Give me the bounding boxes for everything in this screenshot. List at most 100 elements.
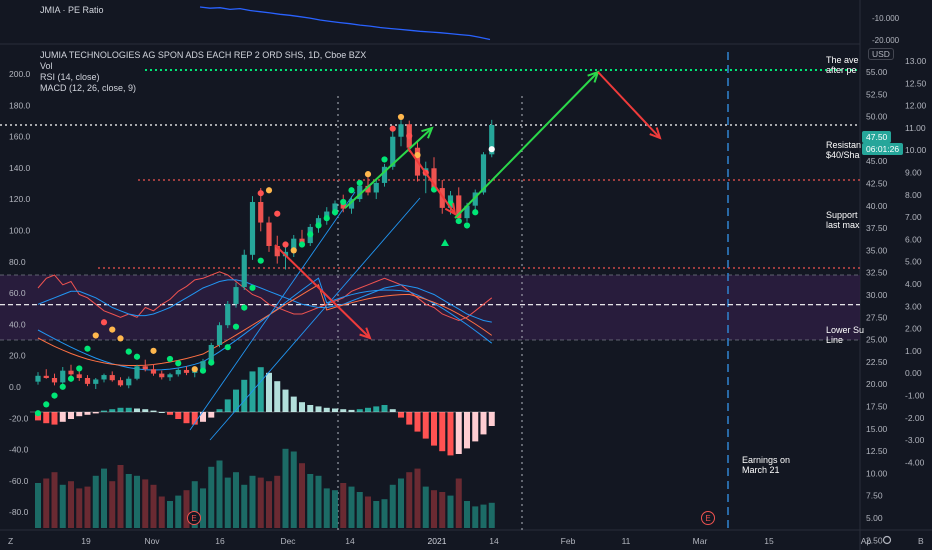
macd-histogram-bar	[274, 381, 281, 412]
right-axis-tick: 5.00	[905, 257, 922, 267]
left-axis-tick: 20.0	[9, 351, 26, 361]
macd-histogram-bar	[356, 409, 363, 412]
candle	[101, 373, 107, 383]
chart-title: JUMIA TECHNOLOGIES AG SPON ADS EACH REP …	[40, 50, 367, 60]
macd-histogram-bar	[59, 412, 66, 422]
candle-body	[390, 136, 396, 167]
right-axis-tick: 6.00	[905, 234, 922, 244]
candle	[472, 189, 478, 211]
macd-histogram-bar	[117, 407, 124, 412]
signal-dot	[133, 353, 141, 360]
price-axis-tick: 32.50	[866, 268, 888, 278]
right-axis-tick: 4.00	[905, 279, 922, 289]
macd-histogram-bar	[76, 412, 83, 417]
volume-bar	[332, 490, 338, 528]
right-axis-tick: 2.00	[905, 324, 922, 334]
price-axis-tick: 35.00	[866, 245, 888, 255]
price-axis-tick: 5.00	[866, 513, 883, 523]
candle-body	[472, 192, 478, 206]
volume-bar	[356, 492, 363, 528]
volume-bar	[464, 501, 470, 528]
candle	[43, 369, 49, 379]
candle	[109, 371, 115, 382]
candle-body	[249, 202, 256, 255]
price-axis-tick: 7.50	[866, 491, 883, 501]
macd-histogram-bar	[315, 406, 322, 412]
signal-dot	[298, 241, 306, 248]
macd-histogram-bar	[158, 412, 165, 413]
arrow-up-1	[344, 127, 433, 209]
volume-bar	[373, 501, 380, 528]
price-axis-tick: 10.00	[866, 468, 888, 478]
left-axis-tick: -40.0	[9, 445, 29, 455]
volume-bar	[167, 501, 173, 528]
macd-histogram-bar	[307, 405, 314, 412]
left-axis-tick: 140.0	[9, 163, 31, 173]
volume-bar	[150, 484, 157, 528]
volume-bar	[398, 478, 404, 528]
earnings-marker	[701, 511, 715, 525]
right-axis-tick: 8.00	[905, 190, 922, 200]
right-axis-tick: 13.00	[905, 56, 927, 66]
right-axis-tick: 0.00	[905, 368, 922, 378]
candle	[159, 370, 165, 380]
signal-dot	[389, 125, 396, 132]
pe-ratio-line	[199, 6, 491, 41]
candle-body	[348, 199, 355, 209]
signal-dot	[166, 355, 174, 363]
time-axis-tick: 19	[81, 536, 91, 546]
macd-histogram-bar	[257, 367, 264, 412]
volume-bar	[200, 488, 206, 528]
left-axis-tick: 160.0	[9, 132, 31, 142]
candle-body	[324, 211, 330, 219]
left-axis-tick: -60.0	[9, 476, 29, 486]
macd-histogram-bar	[431, 412, 437, 446]
signal-dot	[290, 247, 297, 254]
signal-dot	[175, 360, 182, 367]
indicator-vol[interactable]: Vol	[40, 61, 53, 71]
signal-dot	[323, 215, 330, 222]
volume-bar	[389, 484, 396, 528]
currency-badge[interactable]: USD	[868, 48, 894, 60]
time-axis-tick: 15	[764, 536, 774, 546]
candle-body	[258, 202, 264, 223]
left-axis-tick: 80.0	[9, 257, 26, 267]
macd-histogram-bar	[472, 412, 479, 442]
signal-dot	[397, 113, 405, 121]
signal-dot	[356, 179, 363, 187]
channel-lower	[209, 197, 421, 441]
earnings-marker-label: E	[191, 514, 196, 523]
macd-histogram-bar	[241, 379, 248, 412]
signal-dot	[43, 401, 50, 408]
candle	[225, 301, 231, 329]
time-axis-tick: Nov	[144, 536, 160, 546]
macd-histogram-bar	[51, 412, 58, 425]
right-axis-tick: 9.00	[905, 168, 922, 178]
volume-bar	[84, 486, 91, 528]
indicator-macd[interactable]: MACD (12, 26, close, 9)	[40, 83, 137, 93]
buy-triangle	[441, 239, 449, 246]
volume-bar	[142, 479, 149, 528]
right-axis-tick: 1.00	[905, 346, 922, 356]
indicator-rsi[interactable]: RSI (14, close)	[40, 72, 100, 82]
candle	[93, 378, 99, 389]
price-axis-tick: 27.50	[866, 312, 888, 322]
signal-dot	[265, 187, 273, 194]
macd-histogram-bar	[68, 412, 74, 419]
arrow-down-2	[407, 147, 456, 215]
macd-histogram-bar	[332, 408, 338, 412]
signal-dot	[331, 209, 339, 216]
macd-signal-line	[37, 284, 493, 366]
candle-body	[60, 370, 66, 383]
price-axis-tick: 50.00	[866, 112, 888, 122]
volume-bar	[109, 481, 116, 528]
macd-histogram-bar	[447, 412, 454, 456]
signal-dot	[150, 347, 157, 354]
candle	[241, 249, 247, 290]
candle	[60, 367, 66, 384]
annotation-resistance-2: $40/Sha	[826, 150, 860, 160]
signal-dot	[67, 375, 75, 382]
candle-body	[456, 195, 462, 219]
volume-bar	[455, 478, 462, 528]
